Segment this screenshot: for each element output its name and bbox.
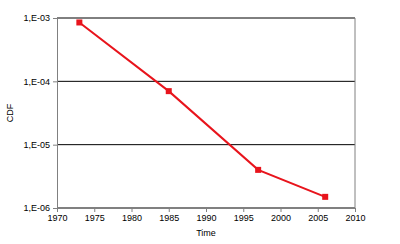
frame — [57, 18, 355, 19]
x-tick: 2010 — [345, 208, 365, 223]
y-tick: 1,E-06 — [23, 203, 57, 213]
x-tick: 1975 — [85, 208, 105, 223]
series-group — [76, 19, 328, 199]
marker — [255, 167, 261, 173]
x-tick-mark — [243, 208, 244, 212]
x-tick: 2005 — [308, 208, 328, 223]
y-axis-title: CDF — [5, 103, 15, 122]
series-line — [79, 22, 325, 196]
x-tick: 2000 — [271, 208, 291, 223]
y-tick: 1,E-05 — [23, 140, 57, 150]
x-axis-line — [58, 209, 356, 213]
y-tick-label: 1,E-05 — [23, 140, 50, 150]
x-axis: 1970 1975 1980 1985 1990 1995 2000 2005 2010 — [47, 208, 365, 223]
y-tick-mark — [53, 145, 57, 146]
x-tick: 1995 — [234, 208, 254, 223]
x-tick-label: 2005 — [308, 213, 328, 223]
y-tick-label: 1,E-03 — [23, 13, 50, 23]
grid-line — [57, 81, 355, 82]
x-tick: 1970 — [47, 208, 67, 223]
x-tick-label: 1980 — [122, 213, 142, 223]
marker — [322, 194, 328, 200]
x-tick-label: 1985 — [159, 213, 179, 223]
grid — [57, 18, 355, 208]
x-tick-mark — [318, 208, 319, 212]
y-tick: 1,E-03 — [23, 13, 57, 23]
x-tick-label: 1970 — [47, 213, 67, 223]
x-tick-mark — [281, 208, 282, 212]
x-tick: 1990 — [196, 208, 216, 223]
x-axis-title: Time — [196, 228, 216, 238]
x-tick-mark — [206, 208, 207, 212]
x-tick-mark — [355, 208, 356, 212]
grid-line — [57, 144, 355, 145]
marker — [166, 88, 172, 94]
x-tick-label: 2000 — [271, 213, 291, 223]
frame — [355, 18, 356, 208]
y-tick-mark — [53, 18, 57, 19]
grid-line — [57, 18, 355, 19]
y-tick-label: 1,E-04 — [23, 77, 50, 87]
y-tick-mark — [53, 81, 57, 82]
y-tick: 1,E-04 — [23, 77, 57, 87]
y-axis-line — [53, 19, 58, 209]
marker — [76, 19, 82, 25]
y-tick-mark — [53, 208, 57, 209]
chart: 1970 1975 1980 1985 1990 1995 2000 2005 2010 1,E-… — [0, 0, 400, 244]
x-tick: 1985 — [159, 208, 179, 223]
x-tick-mark — [169, 208, 170, 212]
y-tick-label: 1,E-06 — [23, 203, 50, 213]
x-tick-label: 2010 — [345, 213, 365, 223]
y-axis: 1,E-06 1,E-05 1,E-04 1,E-03 — [23, 13, 57, 213]
x-tick-label: 1995 — [234, 213, 254, 223]
plot: 1970 1975 1980 1985 1990 1995 2000 2005 2010 1,E-… — [23, 13, 365, 223]
x-tick-label: 1990 — [196, 213, 216, 223]
x-tick-label: 1975 — [85, 213, 105, 223]
x-tick-mark — [94, 208, 95, 212]
x-tick: 1980 — [122, 208, 142, 223]
x-tick-mark — [132, 208, 133, 212]
